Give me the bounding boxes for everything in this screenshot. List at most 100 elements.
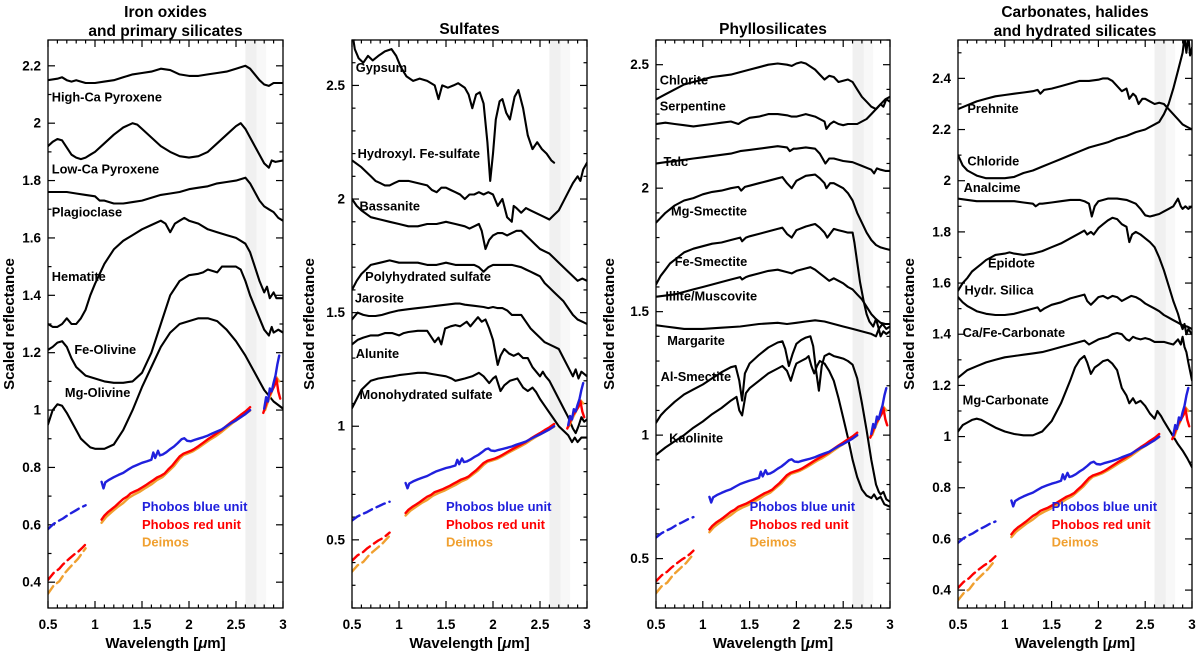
- mineral-label: Mg-Olivine: [65, 385, 130, 400]
- spectrum-mg-smectite: [656, 173, 890, 251]
- svg-text:1.5: 1.5: [437, 617, 456, 632]
- plot-box: [957, 39, 1193, 609]
- svg-text:1.2: 1.2: [22, 345, 41, 360]
- phobos_red-dashed: [958, 555, 997, 590]
- mineral-label: Monohydrated sulfate: [360, 387, 493, 402]
- legend-item-deimos: Deimos: [750, 535, 797, 550]
- spectrum-illite-muscovite: [656, 266, 890, 326]
- svg-text:1.5: 1.5: [1042, 617, 1061, 632]
- svg-text:2.5: 2.5: [630, 57, 649, 72]
- legend: Phobos blue unit Phobos red unit Deimos: [750, 499, 856, 550]
- phobos_red-dashed: [48, 543, 87, 581]
- mineral-spectra: [656, 61, 890, 508]
- y-tick-labels: 0.5 1 1.5 2 2.5: [326, 78, 345, 547]
- legend: Phobos blue unit Phobos red unit Deimos: [1052, 499, 1158, 550]
- svg-text:0.6: 0.6: [932, 531, 951, 546]
- svg-text:3: 3: [583, 617, 591, 632]
- deimos-main: [404, 425, 556, 517]
- svg-text:1: 1: [395, 617, 403, 632]
- telluric-band: [245, 40, 257, 608]
- svg-text:1.5: 1.5: [133, 617, 152, 632]
- legend-item-phobos_blue: Phobos blue unit: [446, 499, 552, 514]
- spectrum-plagioclase: [48, 176, 283, 222]
- svg-text:2: 2: [943, 173, 951, 188]
- svg-text:1.6: 1.6: [22, 230, 41, 245]
- phobos_blue-tail: [870, 387, 888, 436]
- panel-title: Carbonates, halides and hydrated silicate…: [994, 4, 1157, 40]
- svg-text:Carbonates, halides: Carbonates, halides: [1001, 4, 1148, 21]
- legend-item-phobos_red: Phobos red unit: [1052, 517, 1152, 532]
- svg-text:1.5: 1.5: [630, 304, 649, 319]
- svg-text:1: 1: [33, 403, 41, 418]
- mineral-label: Illite/Muscovite: [665, 289, 757, 304]
- telluric-band-light: [1165, 40, 1176, 608]
- svg-text:2: 2: [489, 617, 497, 632]
- spectrum-gypsum: [352, 40, 556, 182]
- svg-text:2.5: 2.5: [326, 78, 345, 93]
- x-tick-labels: 0.5 1 1.5 2 2.5 3: [39, 617, 288, 632]
- svg-text:0.5: 0.5: [343, 617, 362, 632]
- spectrum-mg-olivine: [48, 317, 283, 450]
- mineral-label: Hydroxyl. Fe-sulfate: [358, 146, 480, 161]
- svg-text:2: 2: [185, 617, 193, 632]
- phobos_blue-tail: [1172, 386, 1190, 437]
- svg-text:2.5: 2.5: [227, 617, 246, 632]
- svg-text:1: 1: [641, 428, 649, 443]
- svg-text:2: 2: [337, 192, 345, 207]
- mineral-label: Fe-Olivine: [74, 342, 136, 357]
- mineral-label: Alunite: [356, 346, 399, 361]
- spectrum-hematite: [48, 216, 283, 328]
- panel-phyllosilicates: Phyllosilicates 0.5 1 1.5 2 2.5 3 0.5 1 1.5 2 2.5 Wa…: [600, 0, 900, 654]
- phobos_blue-dashed: [352, 500, 391, 522]
- spectrum-kaolinite: [656, 355, 890, 508]
- spectrum-talc: [656, 145, 890, 175]
- spectrum-al-smectite: [656, 335, 890, 503]
- mineral-spectra: [958, 40, 1192, 469]
- observation-spectra: [958, 386, 1191, 602]
- spectrum-fe-olivine: [48, 265, 283, 384]
- phobos_blue-tail: [263, 354, 281, 410]
- phobos_blue-main: [1010, 435, 1161, 508]
- svg-text:1: 1: [943, 429, 951, 444]
- svg-text:1: 1: [91, 617, 99, 632]
- svg-text:3: 3: [886, 617, 894, 632]
- y-tick-labels: 0.4 0.6 0.8 1 1.2 1.4 1.6 1.8 2 2.2 2.4: [932, 71, 951, 598]
- svg-text:1.4: 1.4: [932, 327, 951, 342]
- phobos_red-dashed: [352, 531, 391, 562]
- mineral-label: Margarite: [667, 333, 725, 348]
- mineral-label: Talc: [663, 154, 688, 169]
- legend-item-phobos_blue: Phobos blue unit: [1052, 499, 1158, 514]
- deimos-main: [100, 409, 252, 524]
- svg-text:2.2: 2.2: [932, 122, 951, 137]
- mineral-label: Jarosite: [355, 290, 404, 305]
- svg-text:2: 2: [793, 617, 801, 632]
- svg-text:Phyllosilicates: Phyllosilicates: [719, 21, 827, 38]
- spectrum-low-ca-pyroxene: [48, 122, 283, 169]
- x-tick-labels: 0.5 1 1.5 2 2.5 3: [343, 617, 592, 632]
- spectrum-margarite: [656, 319, 890, 338]
- svg-text:2.2: 2.2: [22, 58, 41, 73]
- svg-text:1: 1: [1001, 617, 1009, 632]
- phobos_blue-main: [100, 408, 252, 490]
- svg-text:1.5: 1.5: [326, 305, 345, 320]
- legend-item-phobos_blue: Phobos blue unit: [142, 499, 248, 514]
- mineral-label: Prehnite: [967, 101, 1018, 116]
- x-axis-label: Wavelength [μm]: [713, 635, 833, 652]
- mineral-spectra: [48, 64, 283, 450]
- svg-text:and hydrated silicates: and hydrated silicates: [994, 23, 1157, 40]
- spectrum-hydroxyl-fe-sulfate: [352, 159, 587, 223]
- mineral-label: High-Ca Pyroxene: [52, 90, 162, 105]
- observation-spectra: [48, 354, 282, 595]
- telluric-band: [549, 40, 561, 608]
- spectrum-polyhydrated-sulfate: [352, 259, 587, 325]
- mineral-labels: Prehnite Chloride Analcime Epidote Hydr. Sil…: [963, 101, 1065, 408]
- panel-title: Iron oxides and primary silicates: [88, 4, 242, 40]
- spectrum-monohydrated-sulfate: [352, 371, 587, 444]
- spectrum-alunite: [352, 316, 587, 435]
- spectrum-prehnite: [958, 77, 1192, 131]
- svg-text:Sulfates: Sulfates: [439, 21, 499, 38]
- deimos-dashed: [48, 547, 87, 595]
- svg-text:2.5: 2.5: [834, 617, 853, 632]
- svg-text:2: 2: [1095, 617, 1103, 632]
